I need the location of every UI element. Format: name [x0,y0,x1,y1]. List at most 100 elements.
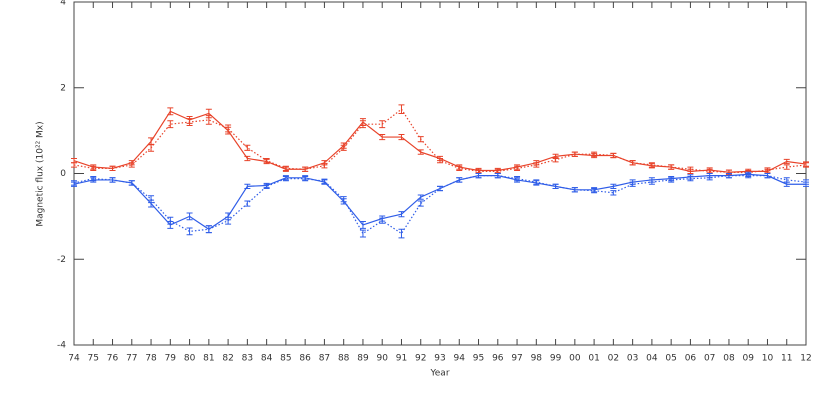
x-tick-label: 76 [107,354,119,364]
y-axis-title: Magnetic flux (10²² Mx) [36,121,46,226]
error-bar [379,133,386,141]
error-bar [398,228,405,239]
error-bar [745,173,752,179]
x-tick-label: 78 [145,354,157,364]
error-bar [109,177,116,183]
error-bar [90,165,97,171]
x-tick-label: 01 [588,354,599,364]
error-bar [610,190,617,196]
error-bar [591,151,598,157]
x-tick-label: 99 [550,354,562,364]
error-bar [648,179,655,185]
error-bar [205,115,212,125]
error-bar [71,162,77,168]
error-bar [629,181,636,187]
x-tick-label: 79 [165,354,177,364]
x-tick-label: 07 [704,354,715,364]
x-tick-label: 10 [762,354,774,364]
x-tick-label: 98 [531,354,543,364]
x-tick-label: 03 [627,354,638,364]
error-bar [109,165,116,171]
x-tick-label: 90 [376,354,388,364]
error-bar [321,163,328,169]
error-bar [533,179,540,185]
x-tick-label: 94 [454,354,466,364]
error-bar [494,173,501,179]
error-bar [571,151,578,157]
x-tick-label: 04 [646,354,658,364]
error-bar [456,165,463,171]
x-tick-label: 95 [473,354,484,364]
error-bar [244,144,251,151]
error-bar [302,176,309,182]
x-tick-label: 81 [203,354,214,364]
error-bar [687,166,694,172]
error-bar [610,183,617,190]
x-tick-label: 00 [569,354,581,364]
x-tick-label: 93 [434,354,445,364]
error-bar [398,133,405,141]
error-bar [128,180,135,186]
x-tick-label: 06 [685,354,697,364]
y-tick-label: -2 [57,255,66,265]
error-bar [359,120,366,129]
plot-frame [73,1,807,346]
error-bar [379,217,386,224]
error-bar [764,167,771,173]
error-bar [706,175,713,181]
error-bar [648,162,655,168]
error-bar [668,164,675,170]
x-tick-label: 85 [280,354,291,364]
error-bar [552,157,559,163]
error-bar [148,143,155,152]
x-tick-label: 75 [88,354,99,364]
error-bar [417,136,424,143]
error-bar [514,176,521,182]
x-tick-label: 96 [492,354,504,364]
series-line [73,175,807,235]
error-bar [282,165,289,171]
error-bar [90,176,97,182]
error-bar [244,200,251,207]
error-bar [167,120,174,129]
error-bar [475,173,482,179]
error-bar [186,118,193,126]
x-tick-label: 83 [242,354,253,364]
error-bar [437,157,443,164]
error-bar [437,185,443,192]
error-bar [398,211,405,218]
x-tick-label: 80 [184,354,196,364]
error-bar [552,183,559,190]
error-bar [340,144,347,151]
error-bar [629,160,636,166]
error-bar [225,124,232,133]
error-bar [668,177,675,183]
error-bar [417,194,424,200]
series-line [73,173,806,230]
error-bar [456,177,463,183]
error-bar [282,176,289,182]
error-bar [71,157,77,164]
error-bar [514,165,521,171]
error-bar [148,195,155,204]
x-tick-label: 74 [68,354,80,364]
error-bar [610,152,617,159]
x-tick-label: 97 [511,354,522,364]
x-tick-label: 88 [338,354,350,364]
error-bar [783,164,790,170]
error-bar [591,188,598,194]
error-bar [803,162,809,168]
x-tick-label: 84 [261,354,273,364]
error-bar [167,216,174,225]
error-bar [417,149,424,155]
error-bar [571,187,578,193]
error-bar [533,162,540,168]
error-bar [128,162,135,168]
error-bar [167,107,174,116]
x-tick-label: 86 [299,354,311,364]
y-tick-label: 0 [60,169,66,179]
error-bar [725,173,732,179]
error-bar [783,158,790,165]
x-tick-label: 82 [222,354,233,364]
